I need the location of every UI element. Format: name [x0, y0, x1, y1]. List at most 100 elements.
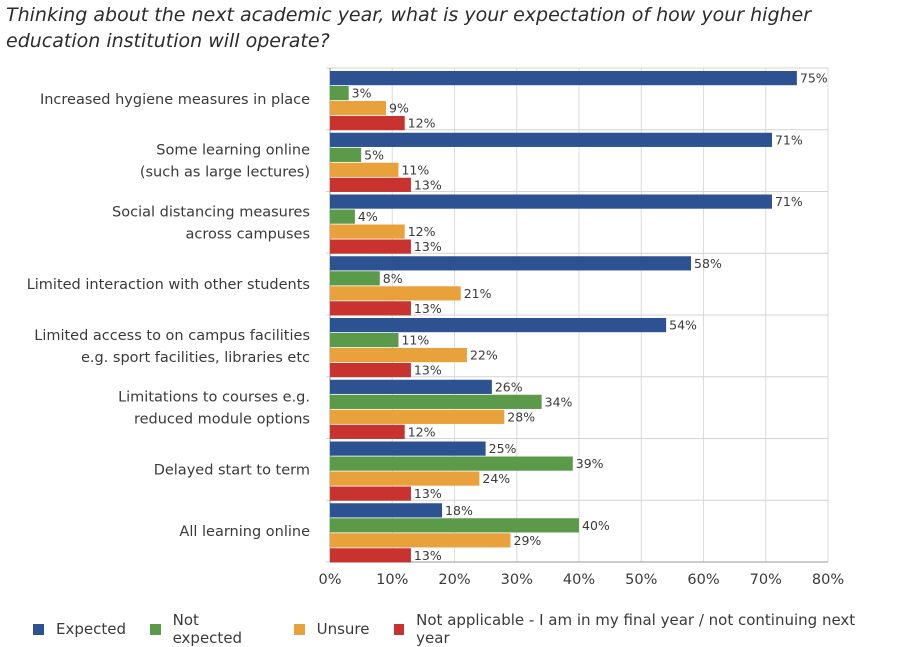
bar	[330, 239, 411, 254]
legend: Expected Not expected Unsure Not applicable…	[33, 611, 902, 647]
data-label: 34%	[545, 394, 573, 409]
data-label: 12%	[408, 424, 436, 439]
category-label: Limited access to on campus facilities	[34, 328, 310, 344]
legend-label: Not applicable - I am in my final year /…	[416, 611, 856, 647]
bar	[330, 456, 573, 471]
bar	[330, 162, 399, 177]
bar-chart: 0% 10% 20% 30% 40% 50% 60% 70% 80% Increased hygi…	[27, 67, 844, 588]
category-label: All learning online	[179, 524, 310, 540]
data-label: 18%	[445, 503, 473, 518]
legend-swatch	[149, 623, 161, 635]
data-label: 13%	[414, 301, 442, 316]
data-label: 9%	[389, 101, 409, 116]
category-label: Some learning online	[156, 143, 310, 159]
data-label: 8%	[383, 271, 403, 286]
bar	[330, 286, 461, 301]
bar	[330, 394, 542, 409]
data-label: 71%	[775, 194, 803, 209]
data-label: 13%	[414, 239, 442, 254]
bar	[330, 256, 692, 271]
bar	[330, 224, 405, 239]
legend-label: Not expected	[172, 611, 243, 647]
data-label: 13%	[414, 177, 442, 192]
bar	[330, 548, 411, 563]
bar	[330, 271, 380, 286]
bar	[330, 363, 411, 378]
x-tick-label: 60%	[687, 572, 719, 588]
bar	[330, 471, 480, 486]
data-label: 13%	[414, 548, 442, 563]
category-label: Increased hygiene measures in place	[40, 92, 310, 108]
bar	[330, 301, 411, 316]
data-label: 22%	[470, 348, 498, 363]
x-tick-label: 10%	[376, 572, 408, 588]
category-label: reduced module options	[134, 412, 310, 428]
bar	[330, 486, 411, 501]
data-label: 58%	[694, 256, 722, 271]
bar	[330, 86, 349, 101]
data-label: 71%	[775, 132, 803, 147]
legend-swatch	[393, 623, 405, 635]
category-label: across campuses	[186, 226, 311, 242]
x-tick-label: 0%	[318, 572, 341, 588]
chart-title: Thinking about the next academic year, w…	[6, 4, 812, 52]
bar	[330, 147, 362, 162]
category-label: e.g. sport facilities, libraries etc	[81, 350, 310, 366]
bar	[330, 177, 411, 192]
data-label: 21%	[464, 286, 492, 301]
legend-item: Unsure	[293, 620, 370, 638]
x-tick-label: 20%	[438, 572, 470, 588]
data-label: 3%	[352, 86, 372, 101]
data-label: 40%	[582, 518, 610, 533]
legend-label: Unsure	[316, 620, 370, 638]
category-label: Limitations to courses e.g.	[118, 390, 310, 406]
data-label: 24%	[482, 471, 510, 486]
bar	[330, 194, 772, 209]
legend-swatch	[293, 623, 305, 635]
data-label: 29%	[514, 533, 542, 548]
data-label: 12%	[408, 116, 436, 131]
data-label: 4%	[358, 209, 378, 224]
legend-item: Not expected	[149, 611, 270, 647]
x-tick-label: 50%	[625, 572, 657, 588]
bar	[330, 132, 772, 147]
legend-label: Expected	[56, 620, 126, 638]
category-label: (such as large lectures)	[140, 165, 310, 181]
data-label: 25%	[489, 441, 517, 456]
data-label: 5%	[364, 147, 384, 162]
bar	[330, 318, 667, 333]
data-label: 11%	[401, 333, 429, 348]
bar	[330, 348, 467, 363]
bar	[330, 333, 399, 348]
bar	[330, 116, 405, 131]
data-label: 26%	[495, 379, 523, 394]
x-tick-label: 80%	[812, 572, 844, 588]
legend-swatch	[33, 623, 44, 635]
category-label: Limited interaction with other students	[27, 277, 310, 293]
x-tick-label: 70%	[750, 572, 782, 588]
bar	[330, 409, 505, 424]
data-label: 11%	[401, 162, 429, 177]
data-label: 28%	[507, 409, 535, 424]
legend-item: Expected	[33, 620, 126, 638]
bar	[330, 101, 387, 116]
data-label: 13%	[414, 486, 442, 501]
category-label: Social distancing measures	[112, 204, 310, 220]
data-label: 12%	[408, 224, 436, 239]
legend-item: Not applicable - I am in my final year /…	[393, 611, 879, 647]
data-label: 75%	[800, 71, 828, 86]
bar	[330, 71, 797, 86]
bar	[330, 379, 492, 394]
bar	[330, 503, 443, 518]
data-label: 13%	[414, 363, 442, 378]
x-tick-label: 40%	[563, 572, 595, 588]
bar	[330, 209, 355, 224]
bar	[330, 424, 405, 439]
x-tick-label: 30%	[501, 572, 533, 588]
bar	[330, 518, 579, 533]
category-label: Delayed start to term	[154, 462, 310, 478]
bar	[330, 533, 511, 548]
data-label: 39%	[576, 456, 604, 471]
bar	[330, 441, 486, 456]
data-label: 54%	[669, 318, 697, 333]
